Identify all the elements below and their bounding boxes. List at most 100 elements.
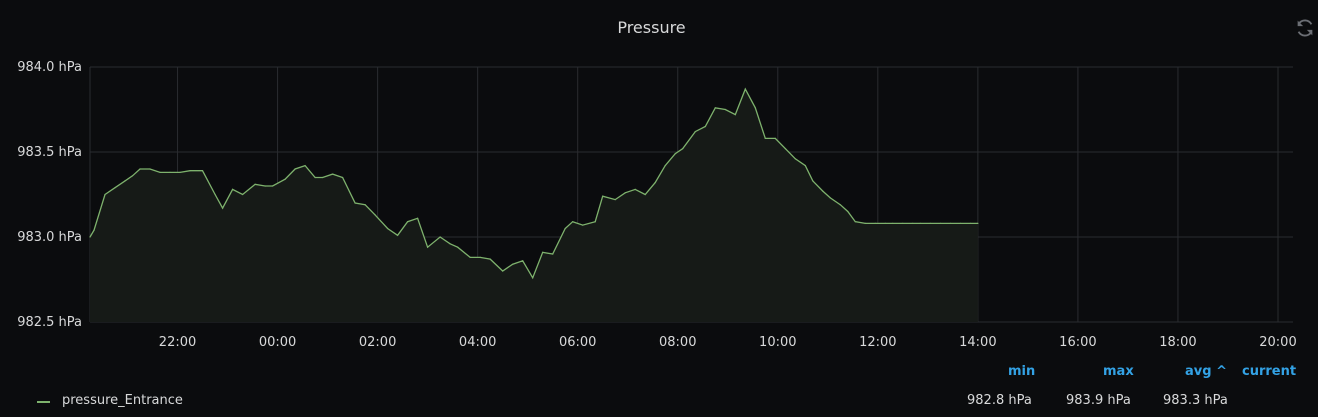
data-point [354, 202, 356, 204]
data-point [874, 222, 876, 224]
data-point [949, 222, 952, 224]
data-point [969, 222, 972, 224]
data-point [624, 192, 626, 194]
data-point [489, 258, 491, 260]
data-point [754, 107, 756, 109]
data-point [131, 175, 134, 177]
data-point [397, 234, 399, 236]
data-point [314, 176, 316, 179]
data-point [232, 188, 234, 190]
data-point [294, 168, 296, 170]
data-point [977, 222, 979, 224]
data-point [242, 193, 244, 196]
data-point [682, 148, 684, 150]
data-point [812, 180, 814, 182]
x-tick-label: 10:00 [759, 335, 796, 350]
data-point [169, 171, 171, 173]
data-point [374, 214, 376, 216]
data-point [104, 193, 106, 196]
data-point [222, 207, 224, 209]
data-point [322, 176, 324, 179]
data-point [407, 221, 409, 223]
x-tick-label: 20:00 [1259, 335, 1296, 350]
y-tick-label: 983.0 hPa [17, 230, 82, 245]
data-point [284, 178, 286, 180]
data-point [784, 148, 786, 150]
legend-header-min[interactable]: min [1008, 364, 1036, 379]
y-tick-label: 982.5 hPa [17, 315, 82, 330]
data-point [774, 137, 776, 139]
x-tick-label: 18:00 [1159, 335, 1196, 350]
data-point [417, 217, 419, 219]
y-tick-label: 984.0 hPa [17, 60, 82, 75]
data-point [439, 236, 441, 238]
data-point [892, 222, 894, 224]
data-point [839, 204, 841, 206]
data-point [764, 137, 766, 139]
data-point [654, 182, 656, 184]
data-point [822, 190, 824, 192]
data-point [124, 180, 126, 182]
x-tick-label: 02:00 [359, 335, 396, 350]
data-point [829, 197, 831, 199]
data-point [479, 256, 481, 258]
data-point [674, 153, 676, 155]
data-point [902, 222, 904, 224]
legend-header-max[interactable]: max [1103, 364, 1134, 379]
series-area-fill [90, 89, 978, 322]
x-tick-label: 00:00 [259, 335, 296, 350]
data-point [724, 108, 726, 111]
legend-header-avg[interactable]: avg ^ [1185, 364, 1227, 379]
x-tick-label: 08:00 [659, 335, 696, 350]
data-point [264, 185, 266, 187]
data-point [714, 107, 716, 109]
data-point [93, 229, 95, 231]
data-point [532, 277, 534, 279]
data-point [201, 170, 204, 172]
data-point [502, 270, 504, 272]
panel-title: Pressure [617, 18, 686, 37]
data-point [864, 222, 866, 224]
data-point [634, 188, 636, 190]
legend-series-name[interactable]: pressure_Entrance [62, 393, 183, 408]
data-point [594, 221, 596, 223]
data-point [804, 165, 806, 167]
data-point [939, 222, 942, 224]
data-point [552, 253, 554, 255]
data-point [457, 246, 459, 248]
data-point [542, 251, 544, 253]
data-point [572, 221, 574, 223]
data-point [694, 131, 696, 133]
data-point [734, 114, 736, 116]
data-point [254, 183, 256, 185]
x-tick-label: 14:00 [959, 335, 996, 350]
data-point [189, 170, 191, 172]
data-point [522, 260, 524, 262]
data-point [342, 176, 344, 179]
x-tick-label: 22:00 [159, 335, 196, 350]
x-tick-label: 04:00 [459, 335, 496, 350]
data-point [564, 227, 566, 230]
data-point [644, 193, 646, 196]
data-point [149, 168, 151, 170]
x-tick-label: 16:00 [1059, 335, 1096, 350]
data-point [89, 236, 91, 238]
x-tick-label: 06:00 [559, 335, 596, 350]
data-point [602, 195, 604, 197]
data-point [159, 171, 161, 173]
refresh-icon[interactable] [1294, 17, 1316, 39]
data-point [854, 221, 856, 223]
y-tick-label: 983.5 hPa [17, 145, 82, 160]
data-point [744, 88, 746, 90]
data-point [847, 210, 849, 213]
data-point [582, 224, 584, 226]
data-point [364, 204, 366, 206]
data-point [929, 222, 931, 224]
legend-header-current[interactable]: current [1242, 364, 1297, 379]
data-point [704, 125, 706, 128]
data-point [919, 222, 921, 224]
data-point [387, 227, 389, 230]
data-point [114, 187, 116, 189]
data-point [664, 165, 666, 167]
